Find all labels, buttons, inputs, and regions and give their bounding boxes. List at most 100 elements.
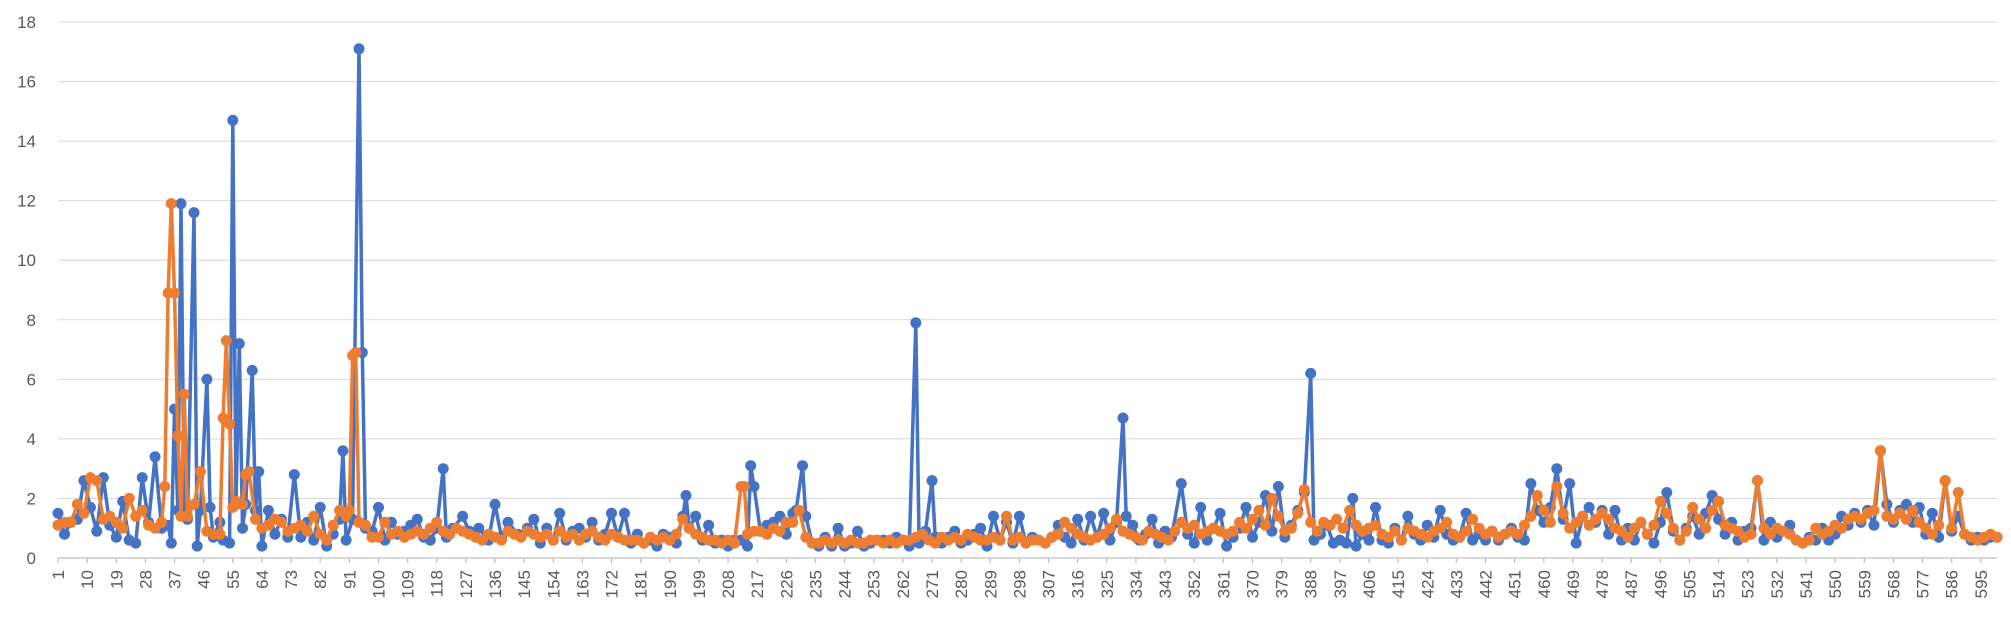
data-point — [554, 507, 566, 519]
data-point — [1583, 501, 1595, 513]
x-tick-label: 307 — [1040, 570, 1059, 598]
x-tick-label: 28 — [136, 570, 155, 589]
x-tick-label: 586 — [1943, 570, 1962, 598]
x-tick-label: 154 — [544, 570, 563, 598]
x-tick-label: 235 — [806, 570, 825, 598]
data-point — [1674, 534, 1686, 546]
data-point — [172, 430, 184, 442]
x-tick-label: 397 — [1331, 570, 1350, 598]
x-tick-label: 271 — [923, 570, 942, 598]
x-tick-label: 244 — [836, 570, 855, 598]
x-tick-label: 469 — [1564, 570, 1583, 598]
data-point — [437, 463, 449, 475]
data-point — [1713, 495, 1725, 507]
x-axis-tick-labels: 1 10 19 28 37 46 55 64 73 82 91 100 109 118 127 136 145 1… — [49, 570, 1991, 598]
x-tick-label: 451 — [1506, 570, 1525, 598]
data-point — [301, 525, 313, 537]
data-point — [1693, 513, 1705, 525]
data-point — [275, 516, 287, 528]
data-point — [308, 510, 320, 522]
x-tick-label: 406 — [1360, 570, 1379, 598]
data-point — [1752, 475, 1763, 487]
data-point — [1111, 513, 1122, 525]
data-point — [243, 466, 255, 478]
data-point — [1247, 531, 1258, 543]
x-tick-label: 415 — [1389, 570, 1408, 598]
data-point — [797, 460, 808, 472]
x-tick-label: 19 — [107, 570, 126, 589]
data-point — [1344, 504, 1356, 516]
data-point — [1525, 478, 1537, 490]
x-tick-label: 280 — [952, 570, 971, 598]
x-tick-label: 379 — [1273, 570, 1292, 598]
x-tick-label: 217 — [748, 570, 767, 598]
x-tick-label: 343 — [1156, 570, 1175, 598]
data-point — [1551, 463, 1563, 475]
data-point — [1525, 510, 1537, 522]
x-tick-label: 478 — [1593, 570, 1612, 598]
x-tick-label: 10 — [78, 570, 97, 589]
data-point — [136, 504, 148, 516]
data-point — [1518, 519, 1530, 531]
data-point — [606, 507, 617, 519]
data-point — [1654, 495, 1666, 507]
data-point — [1467, 513, 1479, 525]
data-point — [926, 475, 938, 487]
data-point — [1661, 507, 1673, 519]
data-point — [1188, 519, 1200, 531]
data-point — [1188, 537, 1200, 549]
x-tick-label: 541 — [1797, 570, 1816, 598]
data-point — [1292, 507, 1304, 519]
data-point — [78, 507, 90, 519]
data-point — [194, 466, 206, 478]
data-point — [1946, 522, 1958, 534]
data-point — [156, 516, 168, 528]
data-point — [1253, 504, 1265, 516]
x-tick-label: 595 — [1972, 570, 1991, 598]
data-point — [1939, 475, 1951, 487]
data-point — [159, 481, 171, 492]
data-point — [411, 513, 423, 525]
y-tick-label: 4 — [27, 430, 36, 449]
data-point — [1072, 513, 1084, 525]
y-tick-label: 2 — [27, 489, 36, 508]
data-point — [1240, 501, 1252, 513]
data-point — [748, 481, 760, 492]
x-tick-label: 289 — [981, 570, 1000, 598]
data-point — [373, 501, 384, 513]
data-point — [165, 537, 177, 549]
data-point — [1667, 522, 1679, 534]
data-point — [204, 501, 216, 513]
data-point — [1098, 507, 1110, 519]
series-1 — [52, 43, 2003, 552]
x-tick-label: 388 — [1302, 570, 1321, 598]
x-tick-label: 109 — [399, 570, 418, 598]
x-tick-label: 226 — [777, 570, 796, 598]
x-tick-label: 100 — [369, 570, 388, 598]
data-point — [1434, 504, 1446, 516]
series-layer — [52, 43, 2003, 552]
data-point — [1104, 522, 1116, 534]
data-point — [314, 501, 326, 513]
data-point — [262, 504, 274, 516]
x-tick-label: 127 — [457, 570, 476, 598]
data-point — [117, 522, 129, 534]
data-point — [1298, 484, 1310, 495]
data-point — [1085, 510, 1097, 522]
x-tick-label: 505 — [1680, 570, 1699, 598]
data-point — [340, 534, 352, 546]
data-point — [169, 287, 180, 299]
data-point — [1370, 519, 1381, 531]
data-point — [745, 460, 757, 472]
data-point — [1169, 525, 1181, 537]
y-tick-label: 12 — [17, 192, 36, 211]
x-tick-label: 442 — [1477, 570, 1496, 598]
data-point — [343, 504, 355, 516]
data-point — [182, 510, 193, 522]
data-point — [379, 516, 391, 528]
data-point — [1272, 481, 1284, 492]
data-point — [1195, 501, 1207, 513]
data-point — [1952, 487, 1964, 498]
data-point — [457, 510, 469, 522]
